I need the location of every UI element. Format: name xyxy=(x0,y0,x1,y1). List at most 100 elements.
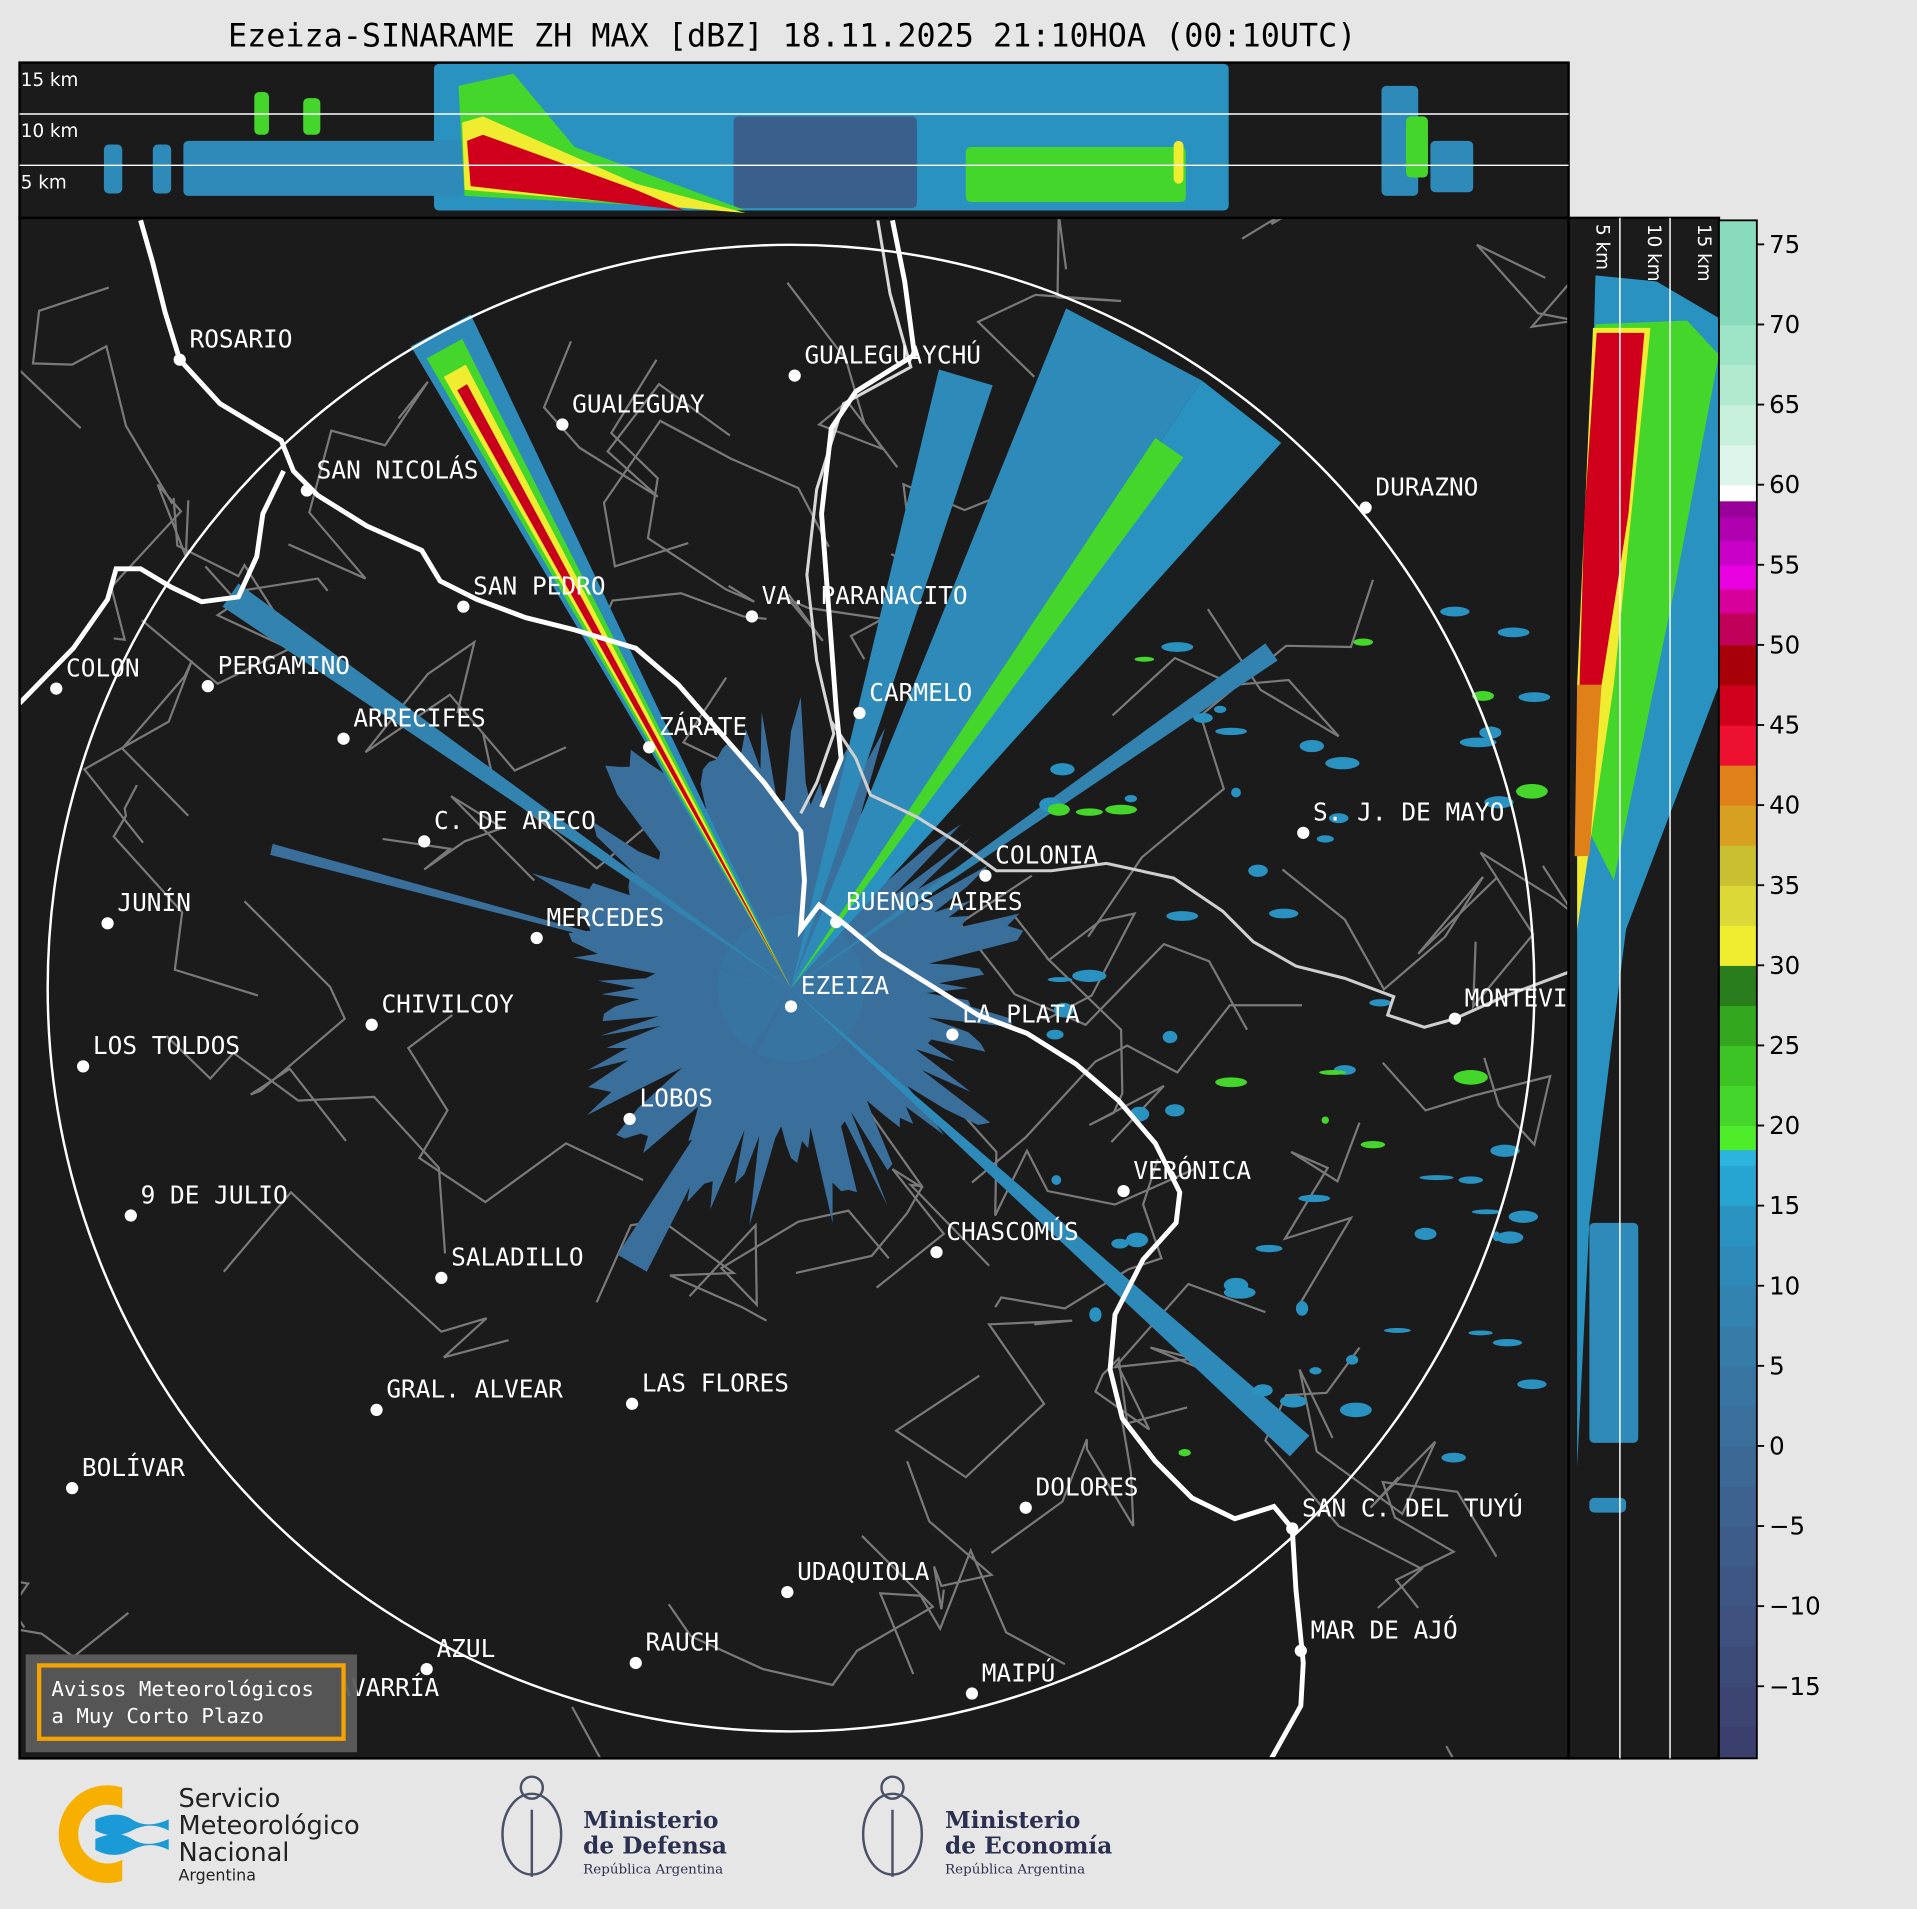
echo-speckle xyxy=(1215,1077,1248,1088)
radar-map[interactable]: ROSARIO GUALEGUAYCHÚ GUALEGUAY SAN NICOLÁS D… xyxy=(0,119,1632,1909)
city-dolores: DOLORES xyxy=(1019,1472,1139,1514)
boundary-line xyxy=(364,639,567,772)
city-marker-dot xyxy=(370,1403,383,1417)
city-label: LAS FLORES xyxy=(642,1369,789,1398)
city-marker-dot xyxy=(337,732,350,745)
city-label: PERGAMINO xyxy=(218,651,350,680)
city-label: ARRECIFES xyxy=(353,703,485,732)
echo-speckle xyxy=(1089,1307,1102,1322)
boundary-line xyxy=(1471,851,1569,1010)
colorbar-tick-label: −10 xyxy=(1769,1592,1821,1621)
echo-speckle xyxy=(1298,1194,1331,1203)
colorbar-bin xyxy=(1718,1526,1757,1567)
height-label-10km: 10 km xyxy=(1643,224,1664,282)
colorbar-bin xyxy=(1718,1566,1757,1607)
echo-speckle xyxy=(1046,1029,1064,1040)
echo-top-cell xyxy=(103,144,123,194)
city-label: AZUL xyxy=(436,1634,495,1663)
echo-speckle xyxy=(1383,1327,1411,1333)
city-chivilcoy: CHIVILCOY xyxy=(365,990,514,1031)
colorbar-bin xyxy=(1718,1485,1757,1527)
boundary-line xyxy=(595,1219,768,1322)
boundary-line xyxy=(795,1168,946,1289)
city-label: GUALEGUAYCHÚ xyxy=(804,339,981,369)
colorbar-bin xyxy=(1718,612,1757,646)
colorbar-tick-label: 5 xyxy=(1769,1351,1785,1380)
boundary-line xyxy=(82,660,193,844)
city-chascomús: CHASCOMÚS xyxy=(930,1216,1079,1259)
alert-box[interactable]: Avisos Meteorológicos a Muy Corto Plazo xyxy=(25,1654,357,1753)
side-cross-section-panel: 5 km 10 km 15 km xyxy=(1567,216,1721,1760)
parana-river xyxy=(799,220,913,814)
city-marker-dot xyxy=(1448,1012,1461,1025)
city-san-nicolás: SAN NICOLÁS xyxy=(300,455,479,497)
city-label: COLON xyxy=(66,653,140,682)
boundary-line xyxy=(141,497,298,686)
city-zárate: ZÁRATE xyxy=(643,712,747,754)
echo-speckle xyxy=(1111,1238,1129,1249)
colorbar-bin xyxy=(1718,1245,1757,1287)
boundary-line xyxy=(878,1547,1066,1675)
city-label: BOLÍVAR xyxy=(82,1453,185,1482)
city-marker-dot xyxy=(1019,1501,1032,1514)
height-label-10km: 10 km xyxy=(21,121,79,142)
city-pergamino: PERGAMINO xyxy=(201,651,350,693)
colorbar-tick-label: 35 xyxy=(1769,871,1800,900)
echo-top-west xyxy=(183,140,465,196)
echo-speckle xyxy=(1309,1367,1322,1375)
echo-ray-ne xyxy=(791,308,1202,989)
ministerio-defensa-logo: Ministerio de Defensa República Argentin… xyxy=(501,1775,727,1877)
colorbar-bin xyxy=(1718,724,1757,766)
city-label: SAN NICOLÁS xyxy=(317,455,479,484)
echo-speckle xyxy=(1161,642,1194,652)
city-marker-dot xyxy=(788,369,801,382)
city-marker-dot xyxy=(418,835,431,848)
echo-speckle xyxy=(1050,763,1075,776)
echo-speckle xyxy=(1458,1176,1483,1184)
boundary-line xyxy=(1045,956,1165,1143)
height-label-15km: 15 km xyxy=(1693,224,1714,282)
colorbar-tick-label: 60 xyxy=(1769,470,1800,499)
boundary-line xyxy=(165,1035,447,1254)
colorbar-bin xyxy=(1718,885,1757,926)
boundary-line xyxy=(1445,1745,1455,1759)
echo-speckle xyxy=(1215,727,1248,736)
city-label: SAN C. DEL TUYÚ xyxy=(1302,1492,1523,1522)
echo-speckle xyxy=(1360,1140,1386,1149)
city-label: MAR DE AJÓ xyxy=(1311,1615,1458,1645)
city-gualeguaychú: GUALEGUAYCHÚ xyxy=(788,339,981,382)
colorbar-bin xyxy=(1718,1165,1757,1207)
colorbar-tick-label: 40 xyxy=(1769,791,1800,820)
echo-speckle xyxy=(1231,787,1241,798)
echo-top-gap xyxy=(733,116,917,209)
colorbar-bin xyxy=(1718,1606,1757,1647)
echo-top-far-east-green xyxy=(1405,116,1428,178)
city-label: COLONIA xyxy=(995,840,1098,869)
echo-speckle xyxy=(1515,783,1548,799)
colorbar-frame xyxy=(1718,219,1758,1760)
boundary-line xyxy=(1381,1480,1498,1609)
echo-speckle xyxy=(1497,627,1530,638)
city-markers: ROSARIO GUALEGUAYCHÚ GUALEGUAY SAN NICOLÁS D… xyxy=(50,324,1612,1715)
city-junín: JUNÍN xyxy=(101,888,191,930)
echo-speckle xyxy=(1441,1452,1466,1463)
city-label: VA. PARANACITO xyxy=(762,581,968,610)
smn-line-3: Nacional xyxy=(178,1838,289,1868)
echo-speckle xyxy=(1468,1330,1493,1336)
city-durazno: DURAZNO xyxy=(1359,472,1478,514)
city-9-de-julio: 9 DE JULIO xyxy=(124,1180,288,1222)
city-label: ROSARIO xyxy=(189,324,292,353)
echo-speckle xyxy=(1496,1231,1524,1244)
city-marker-dot xyxy=(201,680,214,693)
boundary-line xyxy=(609,359,755,603)
echo-speckle xyxy=(1316,835,1334,843)
city-arrecifes: ARRECIFES xyxy=(337,703,486,745)
echo-ray-se xyxy=(791,988,1310,1457)
echo-speckle xyxy=(1440,606,1470,617)
colorbar-bin xyxy=(1718,540,1757,566)
city-label: RAUCH xyxy=(646,1628,720,1657)
ministerio-economia-logo: Ministerio de Economía República Argenti… xyxy=(861,1775,1112,1877)
boundary-line xyxy=(971,1004,1303,1184)
